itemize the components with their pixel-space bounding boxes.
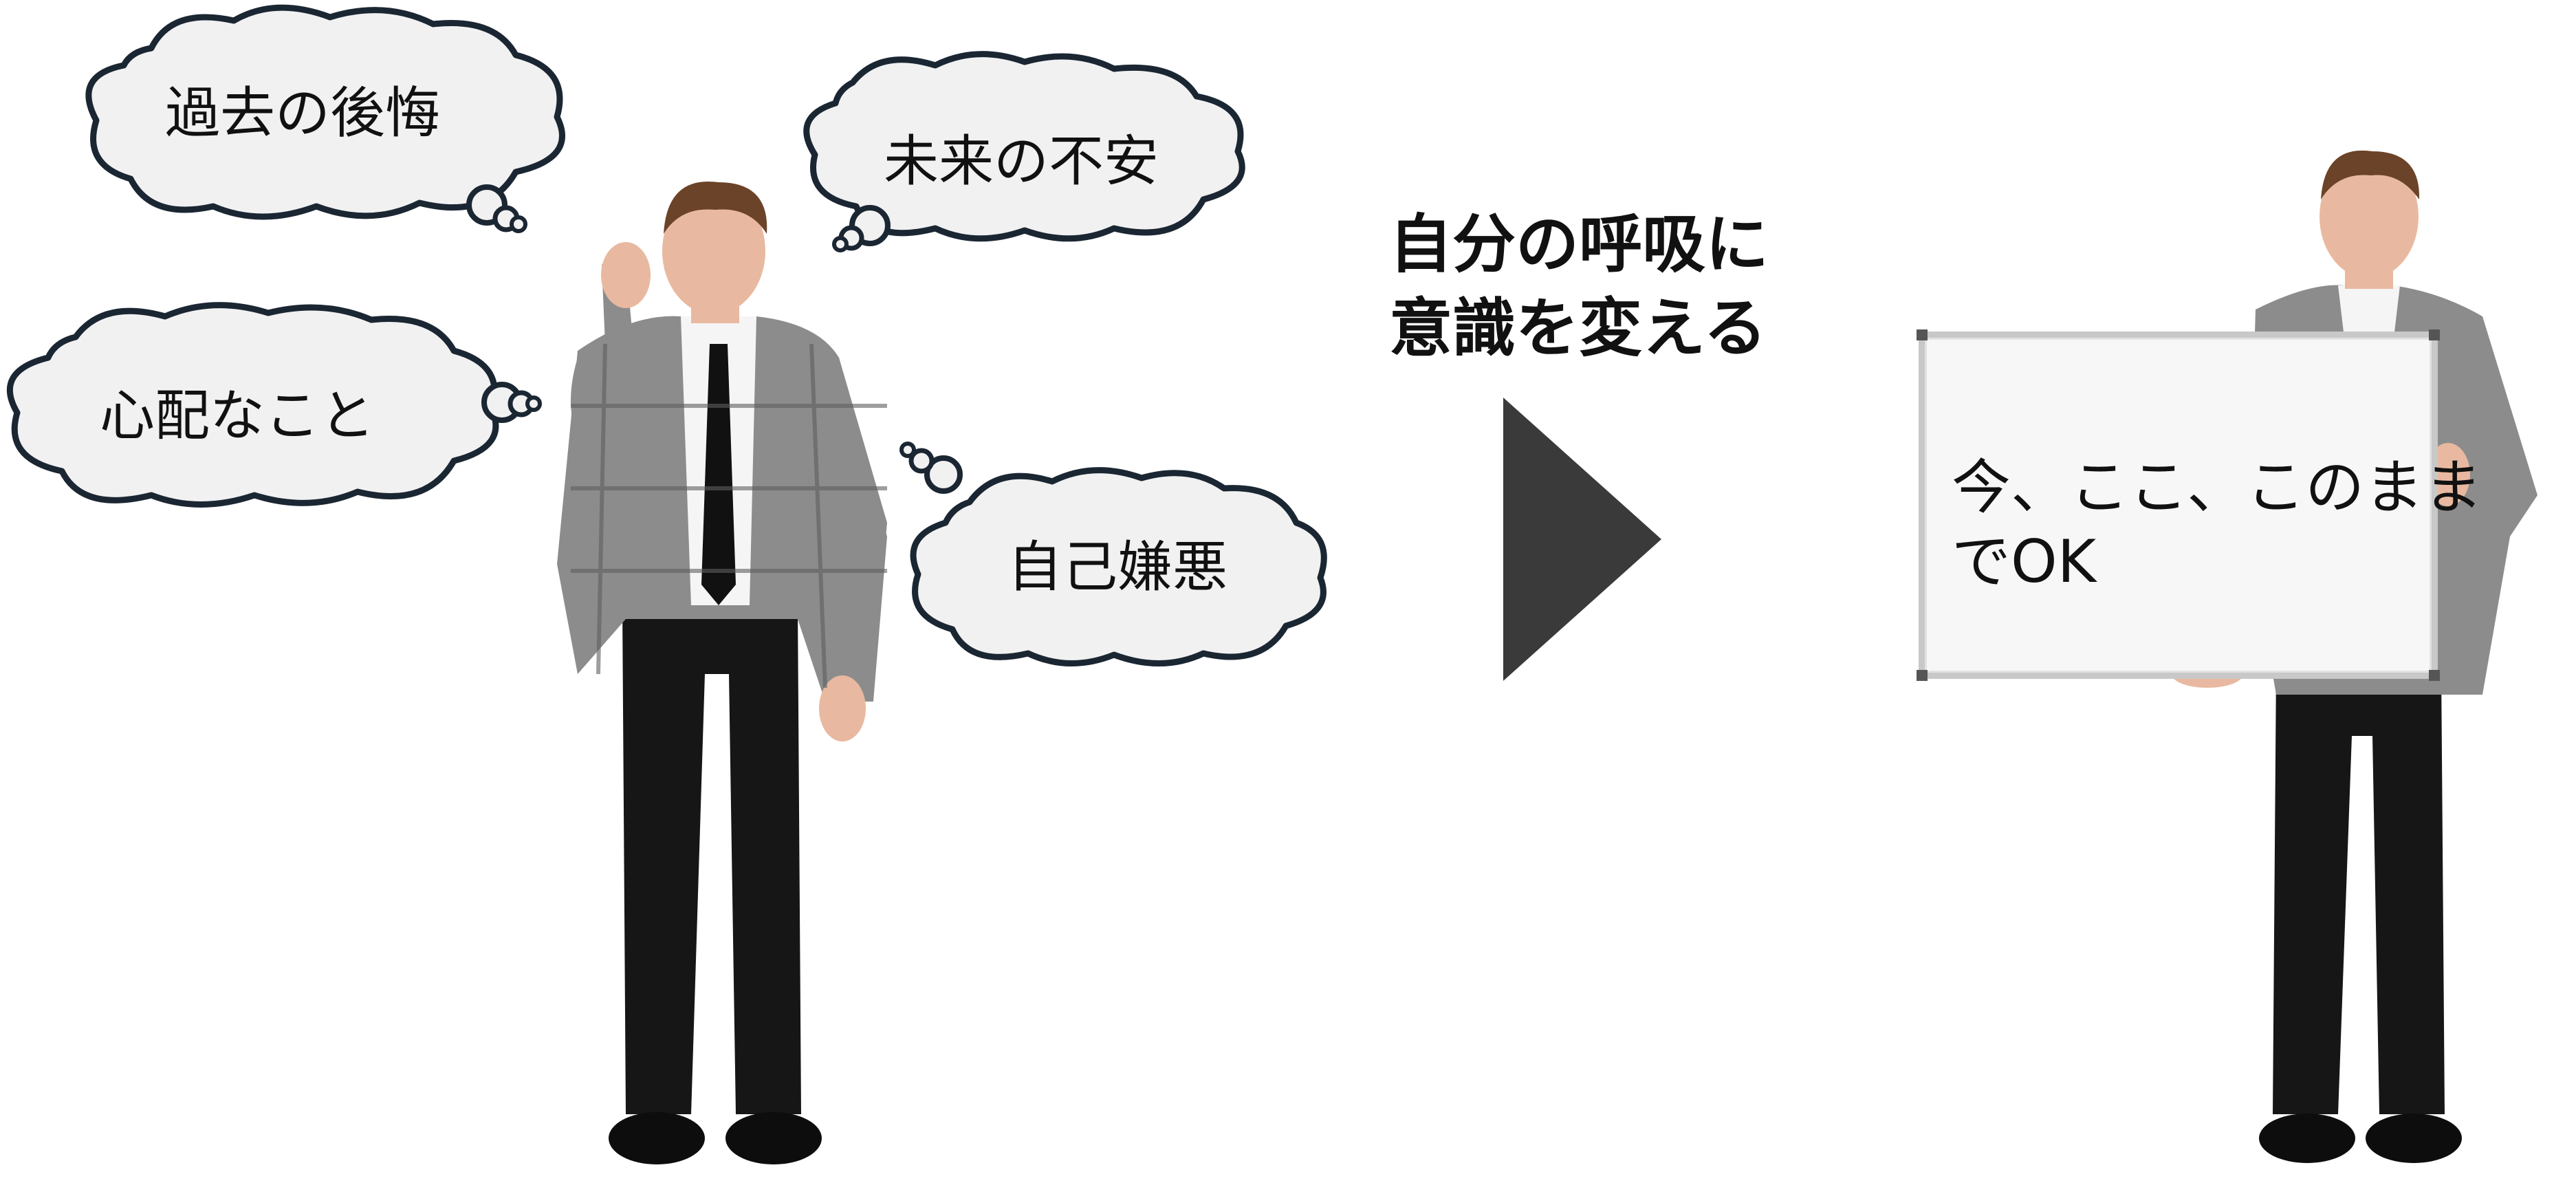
thought-bubble-worries: 心配なこと bbox=[0, 299, 550, 519]
whiteboard-corner-bl bbox=[1917, 670, 1928, 681]
thought-bubble-future-anxiety: 未来の不安 bbox=[791, 48, 1252, 254]
bubble-label-past-regret: 過去の後悔 bbox=[165, 81, 440, 145]
thought-bubble-past-regret: 過去の後悔 bbox=[76, 0, 585, 234]
bubble-label-self-loathing: 自己嫌悪 bbox=[1007, 535, 1227, 599]
headline-line-1: 自分の呼吸に bbox=[1389, 208, 1769, 281]
whiteboard-corner-tl bbox=[1917, 329, 1928, 340]
whiteboard-corner-br bbox=[2429, 670, 2440, 681]
right-arrow-icon bbox=[1503, 398, 1661, 684]
play-triangle-icon bbox=[1503, 398, 1661, 681]
headline: 自分の呼吸に 意識を変える bbox=[1389, 203, 1802, 371]
worried-man-figure bbox=[530, 179, 915, 1183]
thought-bubble-self-loathing: 自己嫌悪 bbox=[894, 440, 1327, 674]
cloud-shape bbox=[6, 302, 542, 508]
whiteboard-message: 今、ここ、このまま でOK bbox=[1952, 451, 2483, 599]
whiteboard-corner-tr bbox=[2429, 329, 2440, 340]
bubble-label-future-anxiety: 未来の不安 bbox=[884, 129, 1159, 193]
whiteboard bbox=[1917, 329, 2440, 681]
whiteboard-line-1: 今、ここ、このまま bbox=[1952, 453, 2483, 522]
cloud-shape bbox=[899, 442, 1327, 666]
whiteboard-line-2: でOK bbox=[1952, 528, 2097, 596]
worried-man-illustration bbox=[557, 181, 887, 1164]
bubble-label-worries: 心配なこと bbox=[100, 384, 375, 448]
cloud-shape bbox=[803, 51, 1245, 252]
cloud-shape bbox=[85, 4, 565, 233]
headline-line-2: 意識を変える bbox=[1389, 292, 1767, 365]
